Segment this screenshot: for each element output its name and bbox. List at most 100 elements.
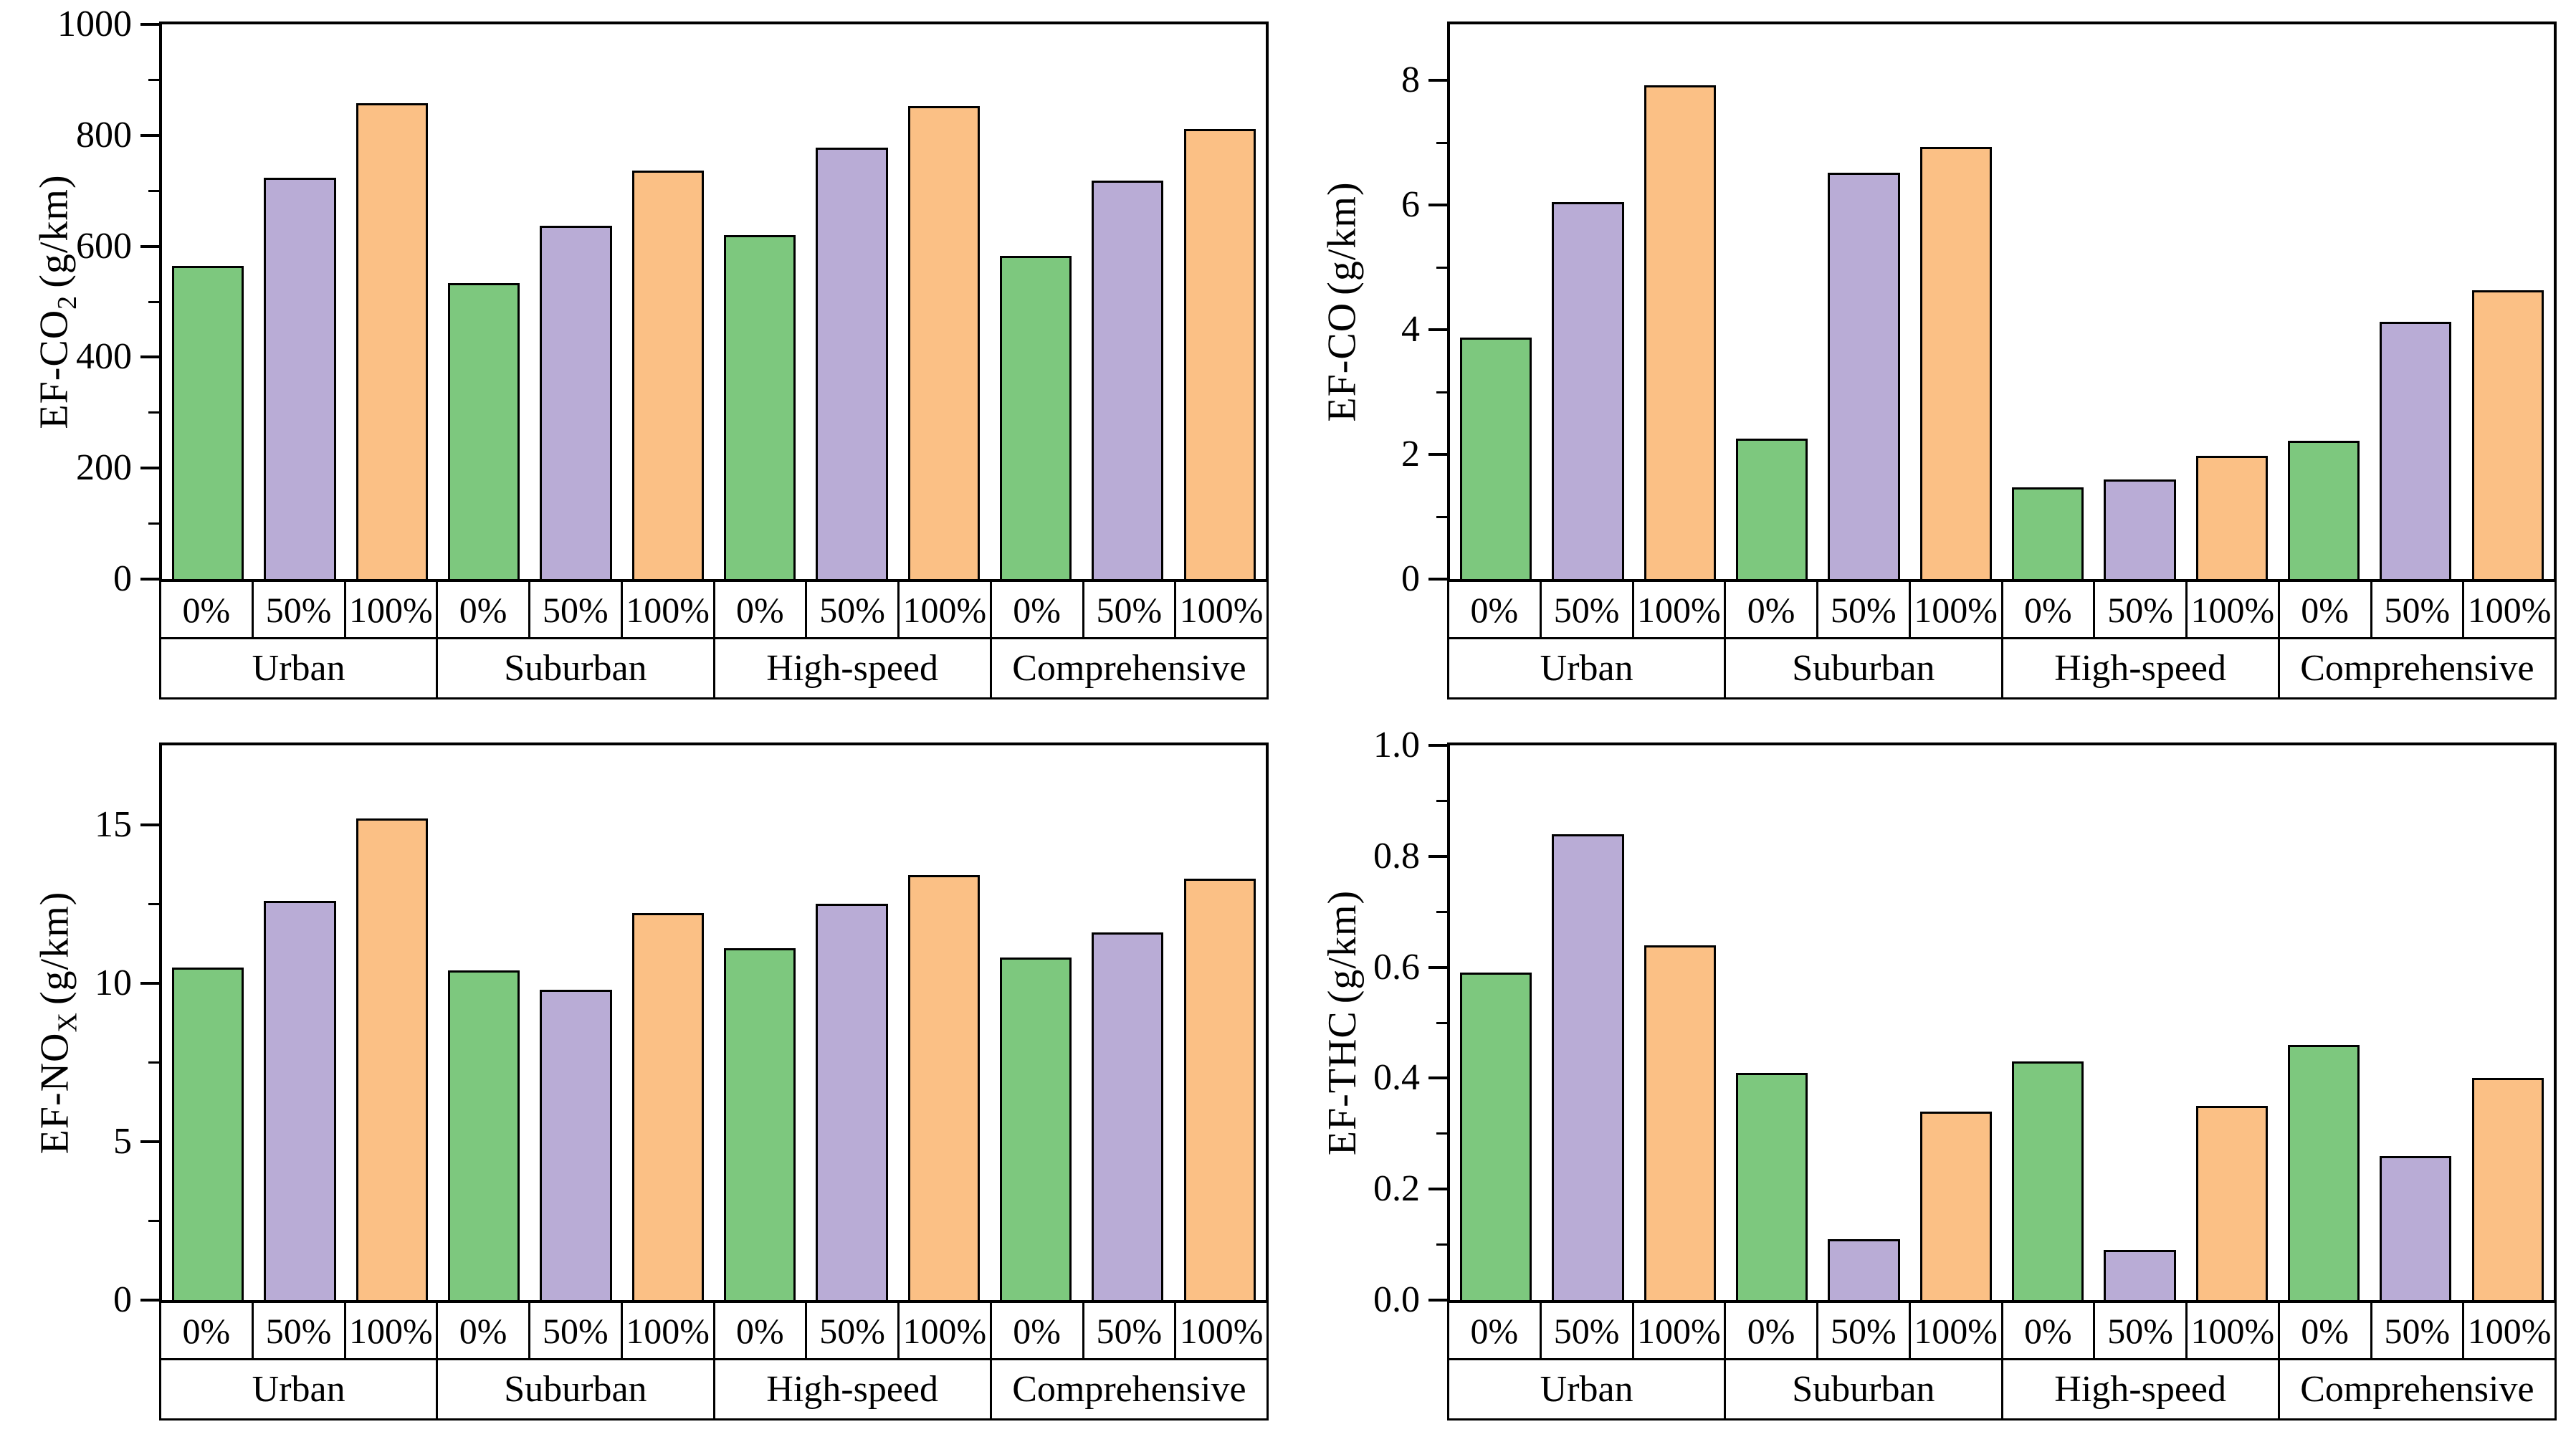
load-row: 0% 50% 100% 0% 50% 100% 0% 50% 100% 0% 50% 100% <box>159 580 1269 639</box>
y-tick-label: 200 <box>76 447 132 489</box>
bar-high-speed-50% <box>2104 479 2176 579</box>
y-minor-tick <box>1436 141 1447 144</box>
y-minor-tick <box>1436 1021 1447 1024</box>
y-minor-tick <box>1436 799 1447 802</box>
y-minor-tick <box>148 300 159 303</box>
chart-panel-ef-nox: EF-NOX(g/km) 0 5 10 15 0% 50% 100% 0% 50% 100% 0%… <box>0 721 1288 1442</box>
bar-high-speed-100% <box>2195 1106 2268 1300</box>
load-label-cell: 0% <box>992 582 1084 637</box>
load-label-cell: 100% <box>1634 1303 1727 1358</box>
y-axis-unit: (g/km) <box>32 891 77 1006</box>
bar-cell <box>1174 24 1266 579</box>
y-minor-tick <box>1436 266 1447 269</box>
bar-high-speed-0% <box>2012 1061 2084 1300</box>
bar-cell <box>1450 745 1542 1300</box>
bar-cell <box>438 745 530 1300</box>
load-label-cell: 50% <box>1084 582 1177 637</box>
bar-comprehensive-100% <box>2471 1078 2544 1300</box>
bar-cell <box>1174 745 1266 1300</box>
load-label-cell: 0% <box>161 582 254 637</box>
bar-high-speed-50% <box>2104 1250 2176 1300</box>
y-major-tick <box>1428 204 1447 207</box>
y-minor-tick <box>1436 1243 1447 1246</box>
y-axis-title-text: EF-NO <box>32 1032 77 1155</box>
bar-cell <box>1818 24 1909 579</box>
bar-cell <box>2462 745 2554 1300</box>
y-tick-label: 0 <box>113 558 132 599</box>
bar-cell <box>1634 745 1726 1300</box>
y-minor-tick <box>1436 1132 1447 1135</box>
load-label-cell: 100% <box>623 1303 715 1358</box>
bar-cell <box>990 24 1082 579</box>
bar-cell <box>162 745 254 1300</box>
bar-cell <box>346 24 438 579</box>
load-label-cell: 50% <box>2372 582 2465 637</box>
bar-comprehensive-100% <box>2471 290 2544 579</box>
group-label-cell: High-speed <box>715 1360 992 1418</box>
load-label-cell: 100% <box>346 582 439 637</box>
load-label-cell: 100% <box>2467 589 2552 630</box>
bar-high-speed-0% <box>724 948 796 1300</box>
bar-cell <box>2278 745 2370 1300</box>
plot-area: 0 5 10 15 <box>95 743 1269 1319</box>
group-label-cell: Urban <box>161 639 439 697</box>
bar-cell <box>1910 745 2002 1300</box>
bar-urban-100% <box>1644 85 1716 579</box>
y-major-tick <box>140 823 159 826</box>
y-tick-label: 1.0 <box>1373 725 1420 765</box>
y-tick-label: 0.6 <box>1373 946 1420 988</box>
bar-cell <box>2278 24 2370 579</box>
group-label-cell: Comprehensive <box>1012 648 1246 689</box>
y-major-tick <box>140 133 159 137</box>
load-label-cell: 50% <box>530 582 623 637</box>
y-tick-label: 400 <box>76 336 132 378</box>
load-label-cell: 50% <box>254 1303 346 1358</box>
group-label-cell: Suburban <box>1726 639 2003 697</box>
bar-suburban-0% <box>448 970 520 1300</box>
y-axis-title: EF-CO (g/km) <box>1294 22 1391 582</box>
y-axis-title-text: EF-CO <box>1320 302 1365 422</box>
bar-cell <box>2462 24 2554 579</box>
bar-cell <box>622 745 714 1300</box>
bar-cell <box>806 745 897 1300</box>
bar-cell <box>1542 24 1633 579</box>
bar-comprehensive-0% <box>2288 1044 2360 1300</box>
y-minor-tick <box>1436 391 1447 393</box>
y-axis-title: EF-CO2 (g/km) <box>6 22 103 582</box>
load-label-cell: 50% <box>2372 1303 2465 1358</box>
load-label-cell: 100% <box>2467 1310 2552 1351</box>
y-major-tick <box>1428 1299 1447 1302</box>
group-label-cell: High-speed <box>715 639 992 697</box>
bar-suburban-0% <box>1736 439 1808 579</box>
y-axis-title: EF-THC (g/km) <box>1294 743 1391 1303</box>
y-axis-unit: (g/km) <box>32 174 77 288</box>
y-major-tick <box>140 981 159 985</box>
bar-urban-50% <box>1552 834 1624 1300</box>
y-major-tick <box>140 578 159 581</box>
load-label-cell: 0% <box>2280 1303 2372 1358</box>
load-label-cell: 100% <box>1179 589 1264 630</box>
load-label-cell: 50% <box>1542 582 1634 637</box>
bar-comprehensive-0% <box>2288 440 2360 579</box>
load-label-cell: 100% <box>900 1303 992 1358</box>
y-tick-label: 4 <box>1401 309 1420 350</box>
y-tick-label: 0.4 <box>1373 1057 1420 1099</box>
group-label-cell: Suburban <box>438 1360 715 1418</box>
load-label-cell: 50% <box>1084 1303 1177 1358</box>
group-row: Urban Suburban High-speed Comprehensive <box>1447 637 2557 699</box>
load-label-cell: 50% <box>2095 582 2188 637</box>
bar-suburban-100% <box>1919 147 1992 579</box>
bars-container <box>1450 745 2554 1300</box>
load-label-cell: 100% <box>1634 582 1727 637</box>
bar-high-speed-100% <box>907 105 980 579</box>
bar-cell <box>2186 745 2278 1300</box>
bar-cell <box>530 745 621 1300</box>
bar-high-speed-50% <box>816 147 888 579</box>
bar-comprehensive-50% <box>2380 1155 2452 1300</box>
bar-high-speed-50% <box>816 904 888 1300</box>
bar-cell <box>2370 745 2461 1300</box>
y-tick-label: 800 <box>76 114 132 156</box>
y-major-tick <box>1428 328 1447 332</box>
bar-urban-50% <box>264 178 336 579</box>
load-label-cell: 0% <box>2003 1303 2096 1358</box>
